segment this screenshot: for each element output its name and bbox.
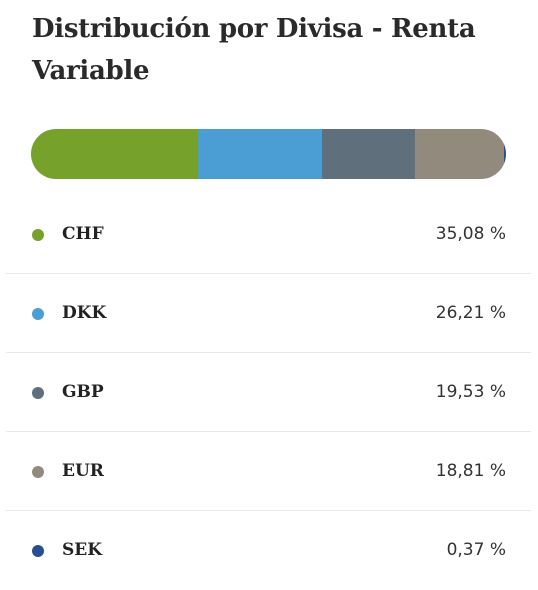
legend-dot-icon — [32, 545, 44, 557]
legend-item-sek: SEK 0,37 % — [6, 511, 531, 590]
legend-item-eur: EUR 18,81 % — [6, 432, 531, 511]
legend-item-chf: CHF 35,08 % — [6, 195, 531, 274]
bar-segment-gbp — [322, 129, 415, 179]
legend-item-gbp: GBP 19,53 % — [6, 353, 531, 432]
bar-segment-sek — [504, 129, 506, 179]
bar-segment-eur — [414, 129, 505, 179]
currency-label: GBP — [62, 382, 104, 402]
currency-label: EUR — [62, 461, 104, 481]
percentage-value: 19,53 % — [435, 382, 506, 402]
percentage-value: 26,21 % — [435, 303, 506, 323]
currency-label: SEK — [62, 540, 103, 560]
stacked-distribution-bar — [31, 129, 506, 179]
chart-title: Distribución por Divisa - Renta Variable — [32, 14, 476, 86]
bar-segment-chf — [31, 129, 198, 179]
legend-item-dkk: DKK 26,21 % — [6, 274, 531, 353]
legend-list: CHF 35,08 % DKK 26,21 % GBP 19,53 % EUR 18,81 %… — [6, 195, 531, 590]
currency-label: CHF — [62, 224, 104, 244]
currency-label: DKK — [62, 303, 107, 323]
legend-dot-icon — [32, 308, 44, 320]
legend-dot-icon — [32, 387, 44, 399]
bar-segment-dkk — [197, 129, 323, 179]
legend-dot-icon — [32, 229, 44, 241]
percentage-value: 18,81 % — [435, 461, 506, 481]
percentage-value: 0,37 % — [446, 540, 506, 560]
legend-dot-icon — [32, 466, 44, 478]
percentage-value: 35,08 % — [435, 224, 506, 244]
